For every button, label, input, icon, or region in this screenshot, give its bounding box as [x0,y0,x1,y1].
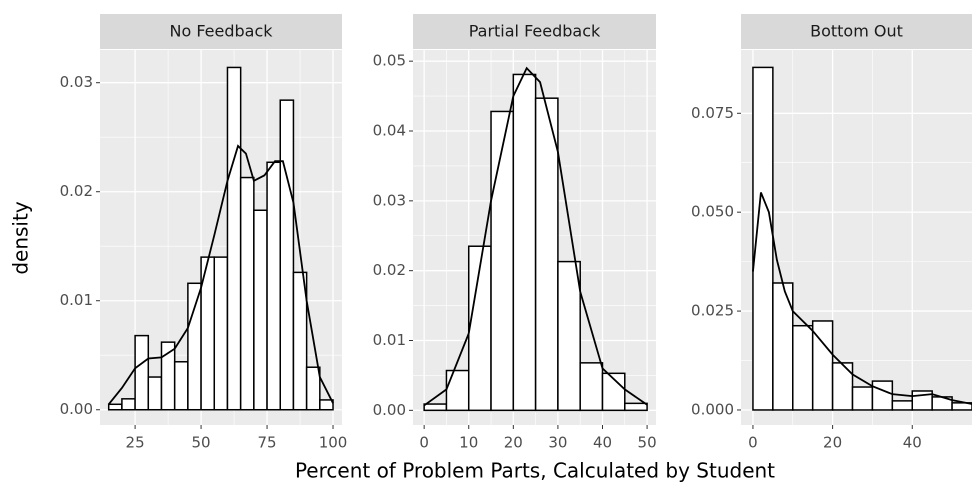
y-tick-label: 0.01 [373,331,406,349]
histogram-bar [792,324,814,411]
x-tick-label: 100 [319,434,348,452]
histogram-bar [601,372,626,412]
x-tick-label: 0 [419,434,429,452]
histogram-bar [445,369,470,412]
density-curve [108,144,334,405]
y-tick-label: 0.00 [60,400,93,418]
histogram-bar [305,366,321,411]
y-tick-label: 0.00 [373,401,406,419]
y-tick-label: 0.01 [60,291,93,309]
strip-title: Partial Feedback [469,22,601,41]
x-tick-label: 20 [504,434,523,452]
histogram-bar [187,282,202,411]
histogram-bar [490,110,515,412]
y-tick-label: 0.050 [691,203,734,221]
x-tick-label: 40 [593,434,612,452]
x-tick-label: 50 [192,434,211,452]
histogram-bar [557,260,581,412]
histogram-bar [147,376,163,411]
histogram-bar [851,386,874,411]
strip-background [100,14,342,49]
histogram-bar [831,362,854,411]
histogram-bar [253,209,268,411]
histogram-bar [512,73,537,412]
histogram-bar [173,361,189,411]
panel [741,50,972,425]
histogram-bar [579,362,604,412]
histogram-bar [279,99,295,411]
panel [413,50,656,425]
y-tick-label: 0.02 [373,261,406,279]
density-curve [752,192,972,405]
y-tick-label: 0.075 [691,104,734,122]
y-tick-label: 0.02 [60,182,93,200]
histogram-bar [134,334,150,411]
x-tick-label: 25 [126,434,145,452]
x-tick-label: 30 [548,434,567,452]
histogram-bar [292,271,308,411]
strip-title: Bottom Out [810,22,903,41]
histogram-bar [121,398,136,411]
histogram-bar [226,66,242,411]
strip-background [741,14,972,49]
histogram-bar [534,97,559,412]
x-axis-title: Percent of Problem Parts, Calculated by … [295,459,775,483]
histogram-bar [891,400,914,411]
strip-title: No Feedback [169,22,273,41]
y-tick-label: 0.05 [373,52,406,70]
x-tick-label: 20 [823,434,842,452]
y-tick-label: 0.04 [373,122,406,140]
x-tick-label: 10 [459,434,478,452]
histogram-bar [213,256,229,411]
strip-background [413,14,656,49]
x-tick-label: 75 [258,434,277,452]
panel [100,50,342,425]
histogram-bar [239,176,255,411]
x-tick-label: 0 [748,434,758,452]
y-axis-title: density [9,201,33,274]
histogram-bar [266,161,281,411]
histogram-bar [423,403,448,412]
density-curve [423,66,648,407]
y-tick-label: 0.025 [691,302,734,320]
y-tick-label: 0.03 [373,191,406,209]
histogram-bar [871,380,894,411]
histogram-bar [319,399,334,411]
y-tick-label: 0.000 [691,400,734,418]
x-tick-label: 50 [638,434,657,452]
histogram-bar [107,403,123,411]
y-tick-label: 0.03 [60,73,93,91]
histogram-bar [624,402,648,412]
x-tick-label: 40 [903,434,922,452]
